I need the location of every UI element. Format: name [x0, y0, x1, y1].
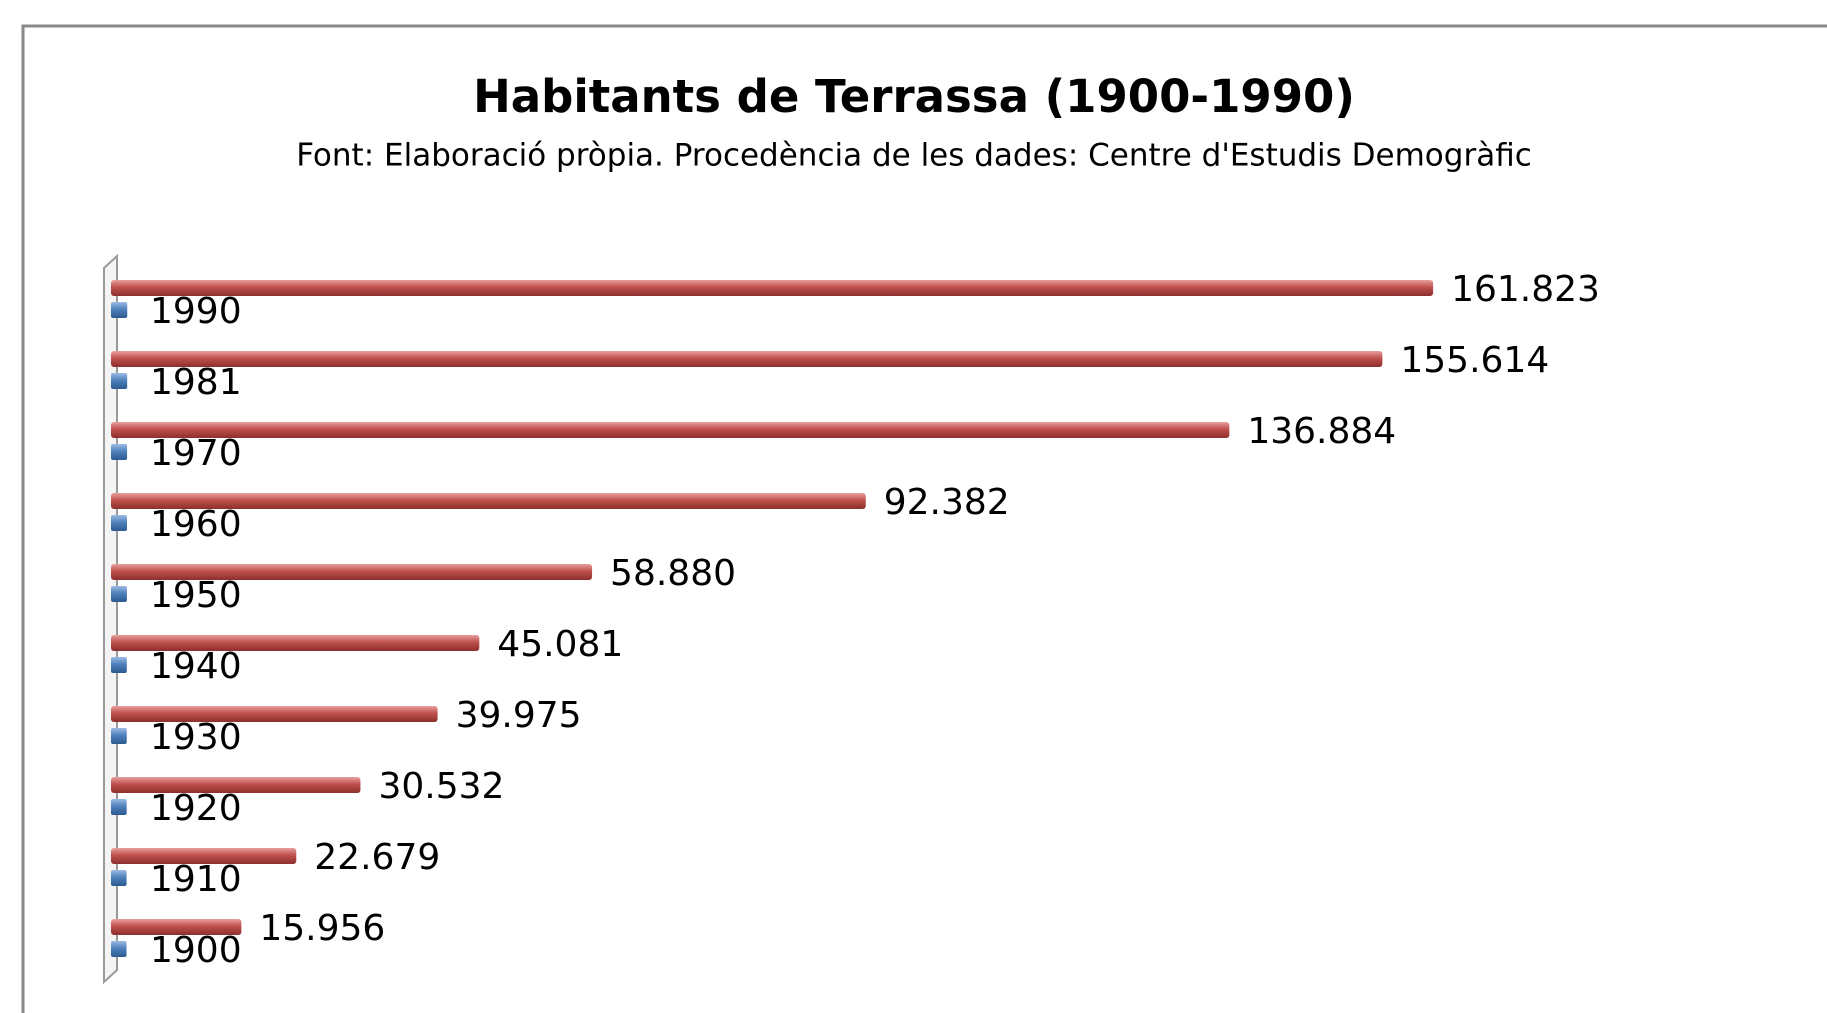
- value-label: 30.532: [378, 766, 504, 807]
- value-label: 1950: [150, 575, 242, 616]
- bar: [111, 941, 127, 957]
- chart-subtitle: Font: Elaboració pròpia. Procedència de …: [296, 138, 1532, 174]
- value-label: 39.975: [456, 695, 582, 736]
- value-label: 1981: [150, 362, 242, 403]
- chart-title: Habitants de Terrassa (1900-1990): [473, 70, 1355, 123]
- bar: [111, 564, 593, 580]
- value-label: 45.081: [497, 624, 623, 665]
- bar: [111, 280, 1434, 296]
- value-label: 161.823: [1451, 269, 1600, 310]
- bar: [111, 777, 361, 793]
- bar: [111, 351, 1383, 367]
- bar: [111, 728, 127, 744]
- value-label: 22.679: [314, 837, 440, 878]
- bar: [111, 302, 128, 318]
- value-label: 155.614: [1400, 340, 1549, 381]
- bar: [111, 870, 127, 886]
- bar: [111, 848, 297, 864]
- bar: [111, 444, 128, 460]
- value-label: 58.880: [610, 553, 736, 594]
- bar: [111, 799, 127, 815]
- bar: [111, 586, 127, 602]
- bar: [111, 373, 128, 389]
- value-label: 1920: [150, 788, 242, 829]
- bar: [111, 919, 242, 935]
- bar: [111, 493, 866, 509]
- value-label: 136.884: [1247, 411, 1396, 452]
- bar: [111, 706, 438, 722]
- value-label: 1910: [150, 859, 242, 900]
- value-label: 1900: [150, 930, 242, 971]
- value-label: 15.956: [259, 908, 385, 949]
- bar: [111, 657, 127, 673]
- value-label: 1960: [150, 504, 242, 545]
- value-label: 92.382: [884, 482, 1010, 523]
- value-label: 1930: [150, 717, 242, 758]
- bar: [111, 422, 1230, 438]
- value-label: 1990: [150, 291, 242, 332]
- bar: [111, 515, 128, 531]
- bar: [111, 635, 480, 651]
- value-label: 1970: [150, 433, 242, 474]
- value-label: 1940: [150, 646, 242, 687]
- chart-frame: [21, 24, 1827, 1013]
